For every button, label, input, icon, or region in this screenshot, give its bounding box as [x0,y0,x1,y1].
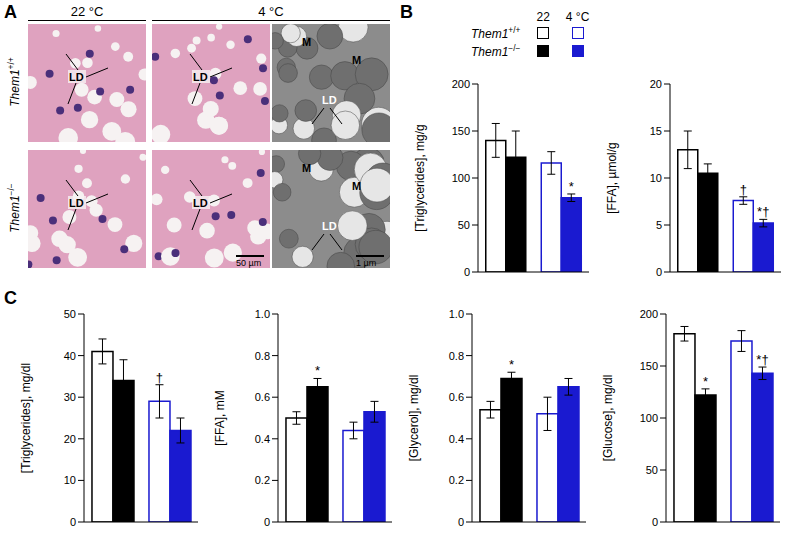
svg-text:1.0: 1.0 [449,308,464,320]
svg-text:LD: LD [322,220,337,232]
svg-text:40: 40 [64,350,76,362]
svg-text:50: 50 [458,219,470,231]
svg-text:0.2: 0.2 [255,474,270,486]
svg-text:M: M [352,54,361,66]
svg-text:50: 50 [64,308,76,320]
html-text:A: A [4,2,17,22]
svg-text:0.4: 0.4 [449,433,464,445]
svg-text:[Glucose], mg/dl: [Glucose], mg/dl [601,375,615,462]
svg-text:*†: *† [757,204,769,219]
svg-text:20: 20 [64,433,76,445]
svg-text:0.4: 0.4 [255,433,270,445]
svg-text:†: † [740,182,747,197]
html-text:Them1: Them1 [8,69,22,107]
svg-text:50 µm: 50 µm [236,258,261,268]
svg-text:0: 0 [464,266,470,278]
svg-text:50: 50 [646,464,658,476]
svg-text:*: * [509,357,514,372]
svg-text:[FFA], µmol/g: [FFA], µmol/g [605,142,619,214]
svg-text:1 µm: 1 µm [356,258,376,268]
svg-text:20: 20 [650,78,662,90]
svg-text:100: 100 [640,412,658,424]
svg-text:100: 100 [452,172,470,184]
svg-text:M: M [302,162,311,174]
svg-text:*†: *† [756,352,768,367]
svg-text:0.8: 0.8 [449,350,464,362]
html-text:Them1: Them1 [8,195,22,233]
html-text:4 °C: 4 °C [565,10,590,24]
svg-text:[Glycerol], mg/dl: [Glycerol], mg/dl [407,375,421,462]
svg-text:0.6: 0.6 [255,391,270,403]
svg-text:[Triglycerides], mg/g: [Triglycerides], mg/g [413,124,427,232]
svg-text:*: * [703,374,708,389]
svg-text:LD: LD [69,71,84,83]
svg-text:0.8: 0.8 [255,350,270,362]
svg-text:LD: LD [69,197,84,209]
svg-text:1.0: 1.0 [255,308,270,320]
svg-text:M: M [352,180,361,192]
html-text:Them1−/−: Them1−/− [471,43,521,59]
svg-text:LD: LD [193,71,208,83]
svg-text:0.6: 0.6 [449,391,464,403]
svg-text:15: 15 [650,125,662,137]
svg-text:200: 200 [452,78,470,90]
svg-text:150: 150 [640,360,658,372]
svg-text:10: 10 [650,172,662,184]
svg-text:0: 0 [264,516,270,528]
svg-text:0: 0 [458,516,464,528]
svg-text:150: 150 [452,125,470,137]
svg-text:*: * [569,179,574,194]
svg-text:†: † [156,370,163,385]
svg-text:10: 10 [64,474,76,486]
html-text:B: B [400,2,413,22]
html-text:4 °C: 4 °C [258,4,284,19]
svg-text:M: M [302,36,311,48]
html-text:C: C [4,288,17,308]
svg-text:[Triglycerides], mg/dl: [Triglycerides], mg/dl [19,363,33,473]
svg-text:30: 30 [64,391,76,403]
html-text:22 °C: 22 °C [70,4,104,19]
svg-text:LD: LD [322,94,337,106]
svg-text:200: 200 [640,308,658,320]
svg-text:0: 0 [656,266,662,278]
svg-text:5: 5 [656,219,662,231]
html-text:Them1+/+: Them1+/+ [471,25,521,41]
svg-text:LD: LD [193,197,208,209]
svg-text:*: * [315,363,320,378]
html-text:22: 22 [536,10,550,24]
svg-text:0: 0 [70,516,76,528]
svg-text:0.2: 0.2 [449,474,464,486]
svg-text:0: 0 [652,516,658,528]
svg-text:[FFA], mM: [FFA], mM [213,390,227,445]
